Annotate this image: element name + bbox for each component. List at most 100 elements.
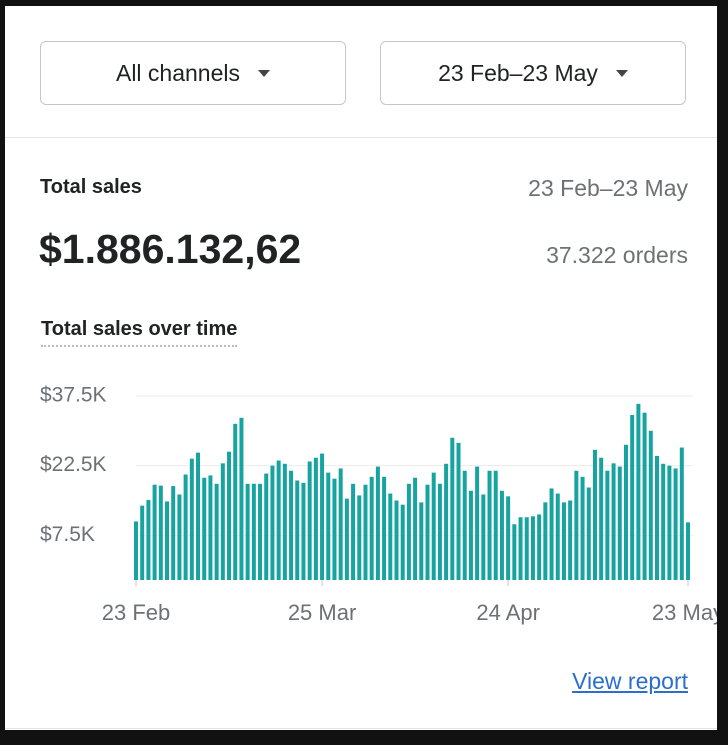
y-tick-label: $22.5K xyxy=(40,453,107,476)
divider xyxy=(5,728,717,729)
bar xyxy=(313,457,318,580)
bar xyxy=(611,463,616,580)
bar xyxy=(388,493,393,580)
bar xyxy=(363,484,368,580)
x-tick-label: 23 May xyxy=(652,600,717,625)
bar xyxy=(196,452,201,580)
bar xyxy=(444,463,449,580)
caret-icon xyxy=(615,69,628,77)
orders-count: 37.322 orders xyxy=(546,242,688,268)
bar xyxy=(518,517,523,580)
bar xyxy=(357,495,362,580)
chart: $7.5K $22.5K $37.5K 23 Feb 25 Mar 24 Apr 23 Ma… xyxy=(40,383,717,625)
bar xyxy=(394,500,399,580)
bar xyxy=(617,466,622,580)
bar xyxy=(264,473,269,580)
bar xyxy=(648,430,653,580)
channel-filter[interactable]: All channels xyxy=(40,41,346,105)
card: All channels 23 Feb–23 May Total sales 2… xyxy=(5,6,717,730)
bar xyxy=(140,505,145,580)
bar xyxy=(165,501,170,580)
chart-title[interactable]: Total sales over time xyxy=(41,318,238,347)
bar xyxy=(642,412,647,580)
total-sales-label: Total sales xyxy=(40,176,142,198)
bar xyxy=(344,498,349,580)
bar xyxy=(307,461,312,580)
bar xyxy=(146,500,151,580)
bar xyxy=(661,463,666,580)
y-tick-label: $7.5K xyxy=(40,523,95,546)
bar xyxy=(580,476,585,580)
bar xyxy=(369,476,374,580)
bar xyxy=(158,485,163,580)
bar xyxy=(251,483,256,580)
view-report-link[interactable]: View report xyxy=(572,668,688,694)
bar xyxy=(171,486,176,580)
bar xyxy=(320,453,325,580)
bar xyxy=(586,487,591,580)
bar xyxy=(338,468,343,580)
bar xyxy=(208,475,213,580)
bar xyxy=(227,451,232,580)
bar xyxy=(425,484,430,580)
bar xyxy=(574,470,579,580)
bar xyxy=(555,493,560,580)
bar xyxy=(134,521,138,580)
bar xyxy=(499,490,504,580)
bar xyxy=(506,496,511,580)
bar xyxy=(233,423,238,580)
bar xyxy=(524,517,529,580)
bar xyxy=(636,403,641,580)
bar xyxy=(177,494,182,580)
bar xyxy=(258,483,263,580)
y-tick-label: $37.5K xyxy=(40,383,107,406)
bar xyxy=(382,476,387,580)
bar xyxy=(301,482,306,580)
bar xyxy=(561,502,566,580)
bar xyxy=(599,457,604,580)
bar xyxy=(623,444,628,580)
bar xyxy=(462,470,467,580)
bar xyxy=(245,483,250,580)
bar xyxy=(468,490,473,580)
bar xyxy=(530,516,535,580)
bar xyxy=(437,483,442,580)
bar xyxy=(481,494,486,580)
bar xyxy=(351,483,356,580)
bar xyxy=(406,483,411,580)
bar xyxy=(450,437,455,580)
date-range: 23 Feb–23 May xyxy=(528,175,688,201)
bar xyxy=(592,449,597,580)
bar xyxy=(214,483,219,580)
caret-icon xyxy=(258,69,271,77)
bar xyxy=(202,477,207,580)
bar xyxy=(419,502,424,580)
x-tick-label: 25 Mar xyxy=(288,600,356,625)
bar xyxy=(679,447,684,580)
bar xyxy=(512,524,517,580)
bar xyxy=(413,477,418,580)
bar xyxy=(605,470,610,580)
bar xyxy=(289,470,294,580)
bar xyxy=(487,470,492,580)
bar xyxy=(654,455,659,580)
bar xyxy=(332,478,337,580)
bar xyxy=(667,465,672,580)
bar xyxy=(152,484,157,580)
date-filter[interactable]: 23 Feb–23 May xyxy=(380,41,686,105)
bar xyxy=(400,504,405,580)
bar xyxy=(475,466,480,580)
bar xyxy=(630,415,635,580)
bar xyxy=(375,466,380,580)
bar xyxy=(276,460,281,580)
bar xyxy=(568,500,573,580)
date-filter-label: 23 Feb–23 May xyxy=(438,59,598,86)
bar xyxy=(543,502,548,580)
bar xyxy=(549,488,554,580)
bar xyxy=(456,442,461,580)
bar xyxy=(220,463,225,580)
bar xyxy=(673,468,678,580)
divider xyxy=(5,137,717,138)
bar xyxy=(493,470,498,580)
